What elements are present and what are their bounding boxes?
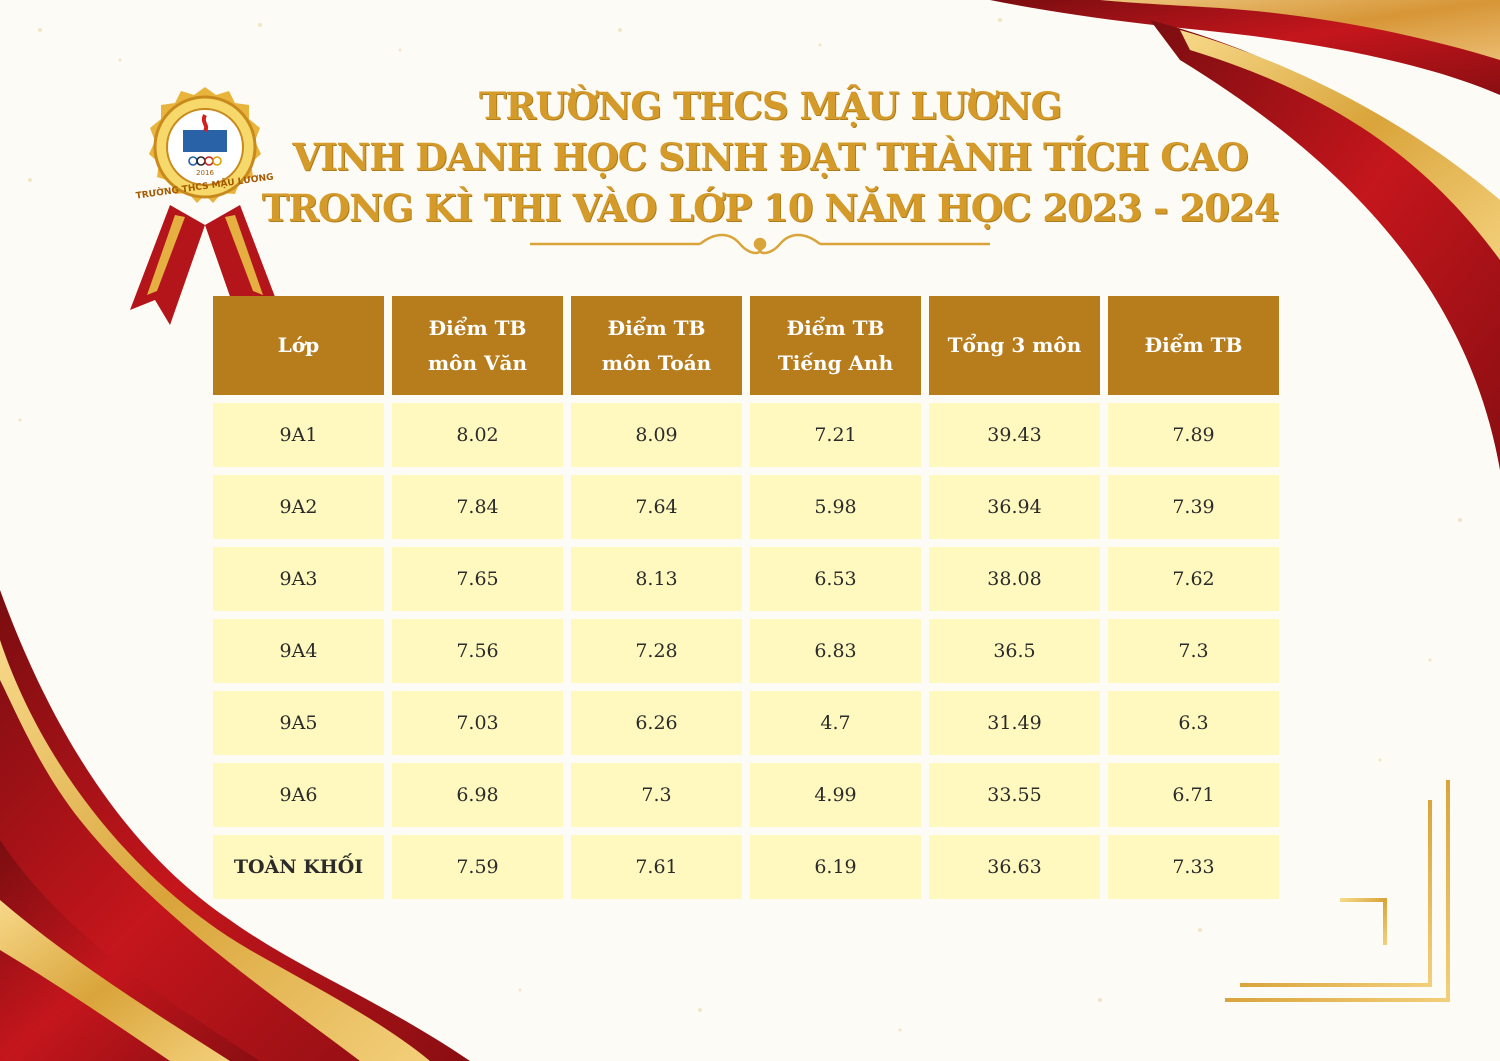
math-cell: 6.26 [571, 691, 742, 755]
total-cell: 36.5 [929, 619, 1100, 683]
header-literature: Điểm TB môn Văn [392, 296, 563, 395]
math-cell: 8.13 [571, 547, 742, 611]
math-cell: 7.28 [571, 619, 742, 683]
grade-total-row: TOÀN KHỐI 7.59 7.61 6.19 36.63 7.33 [213, 835, 1279, 899]
literature-cell: 7.59 [392, 835, 563, 899]
header-class: Lớp [213, 296, 384, 395]
math-cell: 7.3 [571, 763, 742, 827]
literature-cell: 7.56 [392, 619, 563, 683]
literature-cell: 7.65 [392, 547, 563, 611]
english-cell: 6.53 [750, 547, 921, 611]
total-cell: 31.49 [929, 691, 1100, 755]
average-cell: 6.3 [1108, 691, 1279, 755]
class-cell: 9A3 [213, 547, 384, 611]
header-row: Lớp Điểm TB môn Văn Điểm TB môn Toán Điểm … [213, 296, 1279, 395]
english-cell: 6.19 [750, 835, 921, 899]
english-cell: 4.99 [750, 763, 921, 827]
school-badge: 2016 TRƯỜNG THCS MẬU LƯƠNG [130, 87, 280, 325]
average-cell: 6.71 [1108, 763, 1279, 827]
class-cell: TOÀN KHỐI [213, 835, 384, 899]
literature-cell: 7.03 [392, 691, 563, 755]
total-cell: 33.55 [929, 763, 1100, 827]
class-cell: 9A1 [213, 403, 384, 467]
scores-table: Lớp Điểm TB môn Văn Điểm TB môn Toán Điểm … [205, 288, 1287, 907]
table-row: 9A6 6.98 7.3 4.99 33.55 6.71 [213, 763, 1279, 827]
english-cell: 4.7 [750, 691, 921, 755]
honor-title: VINH DANH HỌC SINH ĐẠT THÀNH TÍCH CAO [292, 135, 1248, 179]
table-row: 9A2 7.84 7.64 5.98 36.94 7.39 [213, 475, 1279, 539]
class-cell: 9A6 [213, 763, 384, 827]
math-cell: 7.61 [571, 835, 742, 899]
table-row: 9A1 8.02 8.09 7.21 39.43 7.89 [213, 403, 1279, 467]
average-cell: 7.39 [1108, 475, 1279, 539]
header-english: Điểm TB Tiếng Anh [750, 296, 921, 395]
average-cell: 7.33 [1108, 835, 1279, 899]
english-cell: 7.21 [750, 403, 921, 467]
average-cell: 7.89 [1108, 403, 1279, 467]
table-row: 9A5 7.03 6.26 4.7 31.49 6.3 [213, 691, 1279, 755]
literature-cell: 7.84 [392, 475, 563, 539]
class-cell: 9A4 [213, 619, 384, 683]
exam-title: TRONG KÌ THI VÀO LỚP 10 NĂM HỌC 2023 - 2… [261, 186, 1280, 230]
average-cell: 7.3 [1108, 619, 1279, 683]
table-row: 9A4 7.56 7.28 6.83 36.5 7.3 [213, 619, 1279, 683]
literature-cell: 8.02 [392, 403, 563, 467]
total-cell: 38.08 [929, 547, 1100, 611]
badge-year: 2016 [196, 169, 214, 177]
total-cell: 39.43 [929, 403, 1100, 467]
math-cell: 7.64 [571, 475, 742, 539]
header-total: Tổng 3 môn [929, 296, 1100, 395]
header-math: Điểm TB môn Toán [571, 296, 742, 395]
header-average: Điểm TB [1108, 296, 1279, 395]
total-cell: 36.63 [929, 835, 1100, 899]
table-row: 9A3 7.65 8.13 6.53 38.08 7.62 [213, 547, 1279, 611]
class-cell: 9A5 [213, 691, 384, 755]
math-cell: 8.09 [571, 403, 742, 467]
school-title: TRƯỜNG THCS MẬU LƯƠNG [478, 84, 1062, 128]
class-cell: 9A2 [213, 475, 384, 539]
average-cell: 7.62 [1108, 547, 1279, 611]
english-cell: 5.98 [750, 475, 921, 539]
total-cell: 36.94 [929, 475, 1100, 539]
literature-cell: 6.98 [392, 763, 563, 827]
english-cell: 6.83 [750, 619, 921, 683]
